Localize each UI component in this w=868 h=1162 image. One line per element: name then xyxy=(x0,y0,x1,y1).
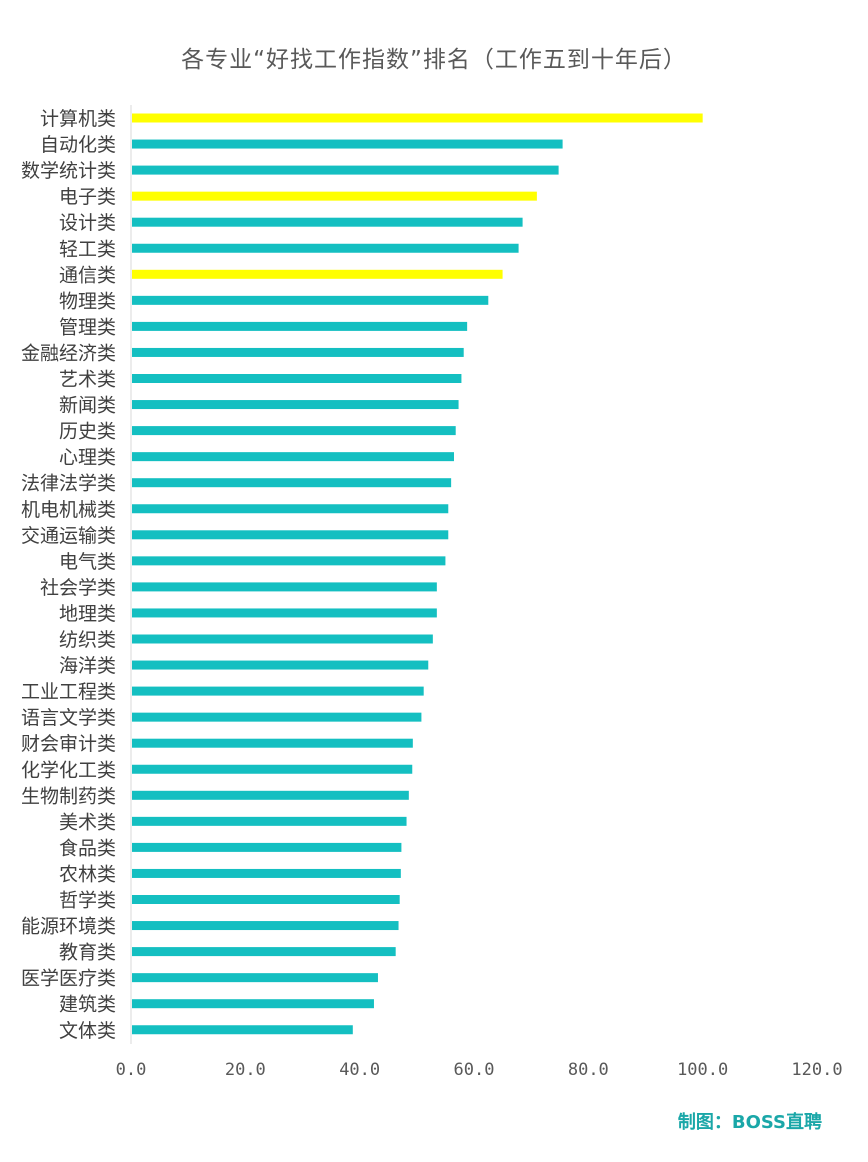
category-label: 生物制药类 xyxy=(21,785,116,807)
x-tick-labels: 0.0 20.0 40.0 60.0 80.0 100.0 120.0 xyxy=(116,1060,843,1080)
bar xyxy=(132,478,452,488)
x-tick-label: 120.0 xyxy=(791,1060,842,1080)
bar xyxy=(132,295,489,305)
category-label: 哲学类 xyxy=(59,890,116,912)
bar xyxy=(132,921,399,931)
category-label: 建筑类 xyxy=(59,994,116,1016)
bar xyxy=(132,764,413,774)
category-label: 工业工程类 xyxy=(21,681,116,703)
bar xyxy=(132,165,559,175)
bar xyxy=(132,269,503,279)
category-label: 教育类 xyxy=(59,942,116,964)
category-label: 法律法学类 xyxy=(21,473,116,495)
bar xyxy=(132,634,433,644)
bar xyxy=(132,556,446,566)
x-tick-label: 60.0 xyxy=(454,1060,495,1080)
category-label: 自动化类 xyxy=(40,134,116,156)
category-label: 管理类 xyxy=(59,316,116,338)
bar xyxy=(132,895,400,904)
category-label: 语言文学类 xyxy=(21,707,116,729)
x-tick-label: 40.0 xyxy=(339,1060,380,1080)
bar xyxy=(132,608,437,618)
x-tick-label: 100.0 xyxy=(677,1060,728,1080)
bar xyxy=(132,660,429,670)
bar xyxy=(132,504,449,514)
bar xyxy=(132,842,402,852)
category-label: 数学统计类 xyxy=(21,160,116,182)
bar xyxy=(132,947,396,957)
category-label: 海洋类 xyxy=(59,655,116,677)
category-label: 电气类 xyxy=(59,551,116,573)
category-label: 交通运输类 xyxy=(21,525,116,547)
bar xyxy=(132,400,459,410)
bar xyxy=(132,191,537,201)
bar xyxy=(132,1025,353,1035)
x-tick-label: 20.0 xyxy=(225,1060,266,1080)
category-label: 物理类 xyxy=(59,290,116,312)
category-label: 轻工类 xyxy=(59,238,116,260)
category-label: 社会学类 xyxy=(40,577,116,599)
bar xyxy=(132,999,374,1009)
category-label: 美术类 xyxy=(59,811,116,833)
bar xyxy=(132,374,462,383)
category-label: 新闻类 xyxy=(59,395,116,417)
category-label: 历史类 xyxy=(59,421,116,443)
bar xyxy=(132,973,378,983)
category-label: 计算机类 xyxy=(40,108,116,130)
bar xyxy=(132,530,449,540)
category-label: 医学医疗类 xyxy=(21,968,116,990)
category-label: 文体类 xyxy=(59,1020,116,1042)
bar xyxy=(132,347,464,357)
x-tick-label: 0.0 xyxy=(116,1060,147,1080)
bar xyxy=(132,243,519,253)
category-label: 电子类 xyxy=(59,186,116,208)
bar xyxy=(132,686,424,696)
category-label: 能源环境类 xyxy=(21,916,116,938)
bar xyxy=(132,139,563,149)
category-label: 心理类 xyxy=(59,447,116,469)
category-label: 设计类 xyxy=(59,212,116,234)
category-label: 地理类 xyxy=(59,603,116,625)
bar xyxy=(132,816,407,826)
category-label: 艺术类 xyxy=(59,369,116,391)
chart-title: 各专业“好找工作指数”排名（工作五到十年后） xyxy=(181,47,687,73)
category-label: 财会审计类 xyxy=(21,733,116,755)
bar xyxy=(132,738,413,748)
category-label: 纺织类 xyxy=(59,629,116,651)
bar xyxy=(132,712,422,722)
category-label: 食品类 xyxy=(59,837,116,859)
bar xyxy=(132,582,437,592)
category-label: 通信类 xyxy=(59,264,116,286)
category-labels: 计算机类自动化类数学统计类电子类设计类轻工类通信类物理类管理类金融经济类艺术类新… xyxy=(21,108,116,1042)
bar xyxy=(132,426,456,436)
category-label: 金融经济类 xyxy=(21,342,116,364)
bar xyxy=(132,452,454,462)
bars-layer xyxy=(132,113,703,1035)
bar xyxy=(132,217,523,227)
bar xyxy=(132,790,409,800)
chart-credit: 制图：BOSS直聘 xyxy=(677,1112,822,1133)
category-label: 农林类 xyxy=(59,863,116,885)
category-label: 机电机械类 xyxy=(21,499,116,521)
bar xyxy=(132,113,703,123)
bar xyxy=(132,321,468,331)
category-label: 化学化工类 xyxy=(21,759,116,781)
bar xyxy=(132,868,401,878)
x-tick-label: 80.0 xyxy=(568,1060,609,1080)
